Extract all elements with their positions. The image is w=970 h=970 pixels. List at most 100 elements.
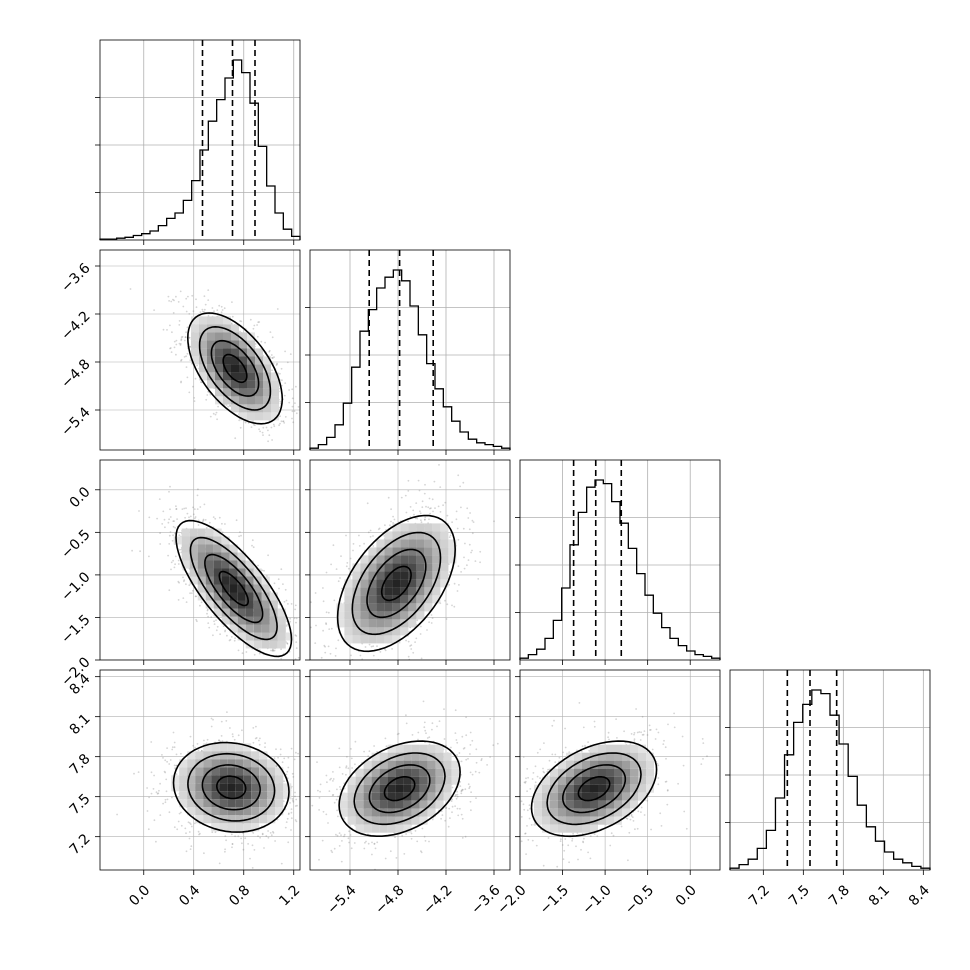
scatter-point <box>434 507 436 509</box>
density-cell <box>416 563 425 572</box>
scatter-point <box>175 339 178 342</box>
density-cell <box>239 340 247 349</box>
density-cell <box>247 340 255 349</box>
scatter-point <box>218 739 220 741</box>
density-cell <box>229 608 238 617</box>
scatter-point <box>286 770 289 773</box>
density-cell <box>219 799 228 808</box>
scatter-point <box>295 617 298 620</box>
scatter-point <box>359 654 362 657</box>
scatter-point <box>216 309 219 311</box>
scatter-point <box>173 741 176 744</box>
scatter-point <box>290 811 293 814</box>
scatter-point <box>207 289 210 291</box>
scatter-point <box>333 599 336 602</box>
scatter-point <box>194 448 196 450</box>
scatter-point <box>173 346 176 349</box>
density-cell <box>205 560 214 569</box>
density-cell <box>400 523 409 532</box>
scatter-point <box>271 369 273 372</box>
scatter-point <box>424 516 427 519</box>
scatter-point <box>279 372 281 375</box>
scatter-point <box>344 665 346 667</box>
scatter-point <box>424 483 426 486</box>
scatter-point <box>257 564 259 567</box>
scatter-point <box>185 583 187 586</box>
scatter-point <box>174 526 177 529</box>
scatter-point <box>192 744 195 747</box>
scatter-point <box>280 420 283 423</box>
density-cell <box>432 531 441 540</box>
density-cell <box>352 611 361 620</box>
density-cell <box>215 388 223 397</box>
density-cell <box>277 608 286 617</box>
scatter-point <box>281 451 283 453</box>
scatter-point <box>269 331 272 333</box>
scatter-point <box>185 601 188 603</box>
scatter-point <box>164 526 166 529</box>
density-cell <box>213 584 222 593</box>
density-cell <box>261 624 270 633</box>
scatter-point <box>409 506 412 508</box>
density-cell <box>392 619 401 628</box>
scatter-point <box>414 517 417 520</box>
density-cell <box>203 751 212 760</box>
scatter-point <box>477 578 480 580</box>
scatter-point <box>171 796 173 799</box>
histogram-step-0 <box>99 59 301 240</box>
scatter-point <box>216 418 219 421</box>
scatter-point <box>188 516 190 519</box>
scatter-point <box>388 677 390 679</box>
scatter-point <box>288 672 290 674</box>
scatter-point <box>213 620 216 623</box>
density-cell <box>400 579 409 588</box>
scatter-point <box>339 577 341 579</box>
scatter-point <box>174 563 177 566</box>
scatter-point <box>192 310 195 313</box>
scatter-point <box>252 741 255 744</box>
scatter-point <box>206 738 209 741</box>
scatter-point <box>294 608 296 611</box>
density-cell <box>239 332 247 341</box>
density-cell <box>229 560 238 569</box>
density-cell <box>229 584 238 593</box>
scatter-point <box>225 839 228 842</box>
scatter-point <box>159 543 162 545</box>
scatter-point <box>271 439 273 441</box>
scatter-point <box>169 324 171 327</box>
scatter-point <box>372 535 374 537</box>
scatter-point <box>417 479 420 482</box>
scatter-point <box>263 875 265 877</box>
scatter-point <box>189 346 191 348</box>
scatter-point <box>180 380 183 383</box>
scatter-point <box>455 510 458 513</box>
density-cell <box>197 568 206 577</box>
scatter-point <box>449 571 451 573</box>
density-cell <box>231 324 239 333</box>
scatter-point <box>407 490 410 492</box>
density-cell <box>215 348 223 357</box>
scatter-point <box>286 642 289 645</box>
scatter-point <box>293 617 296 620</box>
scatter-point <box>167 295 170 298</box>
scatter-point <box>159 532 162 534</box>
density-cell <box>263 404 271 413</box>
scatter-point <box>439 511 442 513</box>
scatter-point <box>209 393 212 396</box>
scatter-point <box>331 678 333 680</box>
density-cell <box>408 579 417 588</box>
scatter-point <box>194 595 197 598</box>
density-cell <box>237 560 246 569</box>
scatter-point <box>278 424 280 427</box>
scatter-point <box>281 379 283 382</box>
scatter-point <box>206 394 209 396</box>
density-cell <box>181 544 190 553</box>
contour-level-1 <box>366 548 427 619</box>
density-cell <box>392 587 401 596</box>
scatter-point <box>285 625 288 627</box>
scatter-point <box>186 512 189 515</box>
scatter-point <box>188 336 191 339</box>
scatter-point <box>297 406 300 408</box>
scatter-point <box>427 506 430 509</box>
scatter-point <box>233 738 236 741</box>
